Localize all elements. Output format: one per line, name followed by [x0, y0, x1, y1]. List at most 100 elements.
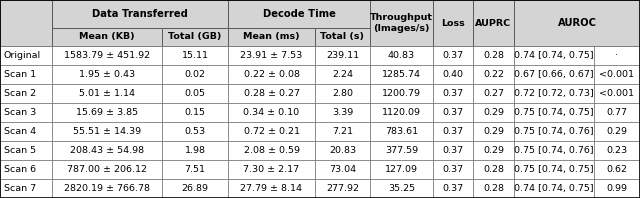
Text: 1.95 ± 0.43: 1.95 ± 0.43 — [79, 70, 135, 79]
Text: 0.29: 0.29 — [483, 127, 504, 136]
Text: 0.40: 0.40 — [442, 70, 463, 79]
Text: 15.11: 15.11 — [182, 51, 209, 60]
Text: 0.74 [0.74, 0.75]: 0.74 [0.74, 0.75] — [514, 184, 594, 193]
Text: 7.30 ± 2.17: 7.30 ± 2.17 — [243, 165, 300, 174]
Bar — [473, 141, 514, 160]
Bar — [228, 179, 315, 198]
Text: 7.51: 7.51 — [184, 165, 205, 174]
Bar — [315, 103, 370, 122]
Bar — [594, 46, 640, 65]
Bar — [162, 179, 228, 198]
Bar — [514, 141, 594, 160]
Bar — [162, 160, 228, 179]
Bar — [315, 179, 370, 198]
Text: Throughput
(Images/s): Throughput (Images/s) — [370, 13, 433, 33]
Text: 0.28: 0.28 — [483, 184, 504, 193]
Bar — [0, 160, 52, 179]
Bar — [433, 103, 473, 122]
Text: 23.91 ± 7.53: 23.91 ± 7.53 — [241, 51, 303, 60]
Text: 377.59: 377.59 — [385, 146, 418, 155]
Text: Loss: Loss — [441, 18, 465, 28]
Bar — [52, 179, 162, 198]
Text: 208.43 ± 54.98: 208.43 ± 54.98 — [70, 146, 144, 155]
Bar — [228, 84, 315, 103]
Text: 0.75 [0.74, 0.76]: 0.75 [0.74, 0.76] — [514, 127, 594, 136]
Text: 0.34 ± 0.10: 0.34 ± 0.10 — [243, 108, 300, 117]
Text: 0.77: 0.77 — [607, 108, 627, 117]
Bar — [0, 46, 52, 65]
Text: 35.25: 35.25 — [388, 184, 415, 193]
Text: 783.61: 783.61 — [385, 127, 418, 136]
Bar — [228, 141, 315, 160]
Text: Mean (ms): Mean (ms) — [243, 32, 300, 42]
Text: 5.01 ± 1.14: 5.01 ± 1.14 — [79, 89, 135, 98]
Text: 0.15: 0.15 — [184, 108, 205, 117]
Text: Scan 1: Scan 1 — [4, 70, 36, 79]
Bar — [52, 0, 228, 28]
Bar — [228, 122, 315, 141]
Bar — [433, 46, 473, 65]
Text: 0.29: 0.29 — [607, 127, 627, 136]
Bar — [514, 103, 594, 122]
Bar — [433, 0, 473, 46]
Bar — [315, 122, 370, 141]
Bar — [162, 84, 228, 103]
Bar — [228, 160, 315, 179]
Text: 0.28: 0.28 — [483, 51, 504, 60]
Text: AUPRC: AUPRC — [476, 18, 511, 28]
Text: 2.08 ± 0.59: 2.08 ± 0.59 — [243, 146, 300, 155]
Bar — [228, 103, 315, 122]
Text: 1200.79: 1200.79 — [382, 89, 421, 98]
Bar — [315, 46, 370, 65]
Bar — [473, 65, 514, 84]
Bar — [370, 46, 433, 65]
Text: 127.09: 127.09 — [385, 165, 418, 174]
Bar — [370, 84, 433, 103]
Text: 239.11: 239.11 — [326, 51, 359, 60]
Bar — [473, 0, 514, 46]
Text: 0.37: 0.37 — [442, 184, 463, 193]
Bar — [370, 103, 433, 122]
Bar — [0, 84, 52, 103]
Bar — [514, 179, 594, 198]
Bar — [594, 103, 640, 122]
Bar — [315, 28, 370, 46]
Text: 0.05: 0.05 — [184, 89, 205, 98]
Text: Scan 5: Scan 5 — [4, 146, 36, 155]
Bar — [514, 46, 594, 65]
Text: 0.37: 0.37 — [442, 146, 463, 155]
Text: Original: Original — [4, 51, 41, 60]
Bar — [514, 160, 594, 179]
Text: AUROC: AUROC — [557, 18, 596, 28]
Bar — [514, 84, 594, 103]
Text: 0.29: 0.29 — [483, 108, 504, 117]
Text: 2820.19 ± 766.78: 2820.19 ± 766.78 — [64, 184, 150, 193]
Text: 20.83: 20.83 — [329, 146, 356, 155]
Text: 1583.79 ± 451.92: 1583.79 ± 451.92 — [64, 51, 150, 60]
Bar — [514, 65, 594, 84]
Bar — [473, 84, 514, 103]
Bar — [370, 160, 433, 179]
Text: Scan 4: Scan 4 — [4, 127, 36, 136]
Bar — [228, 65, 315, 84]
Bar — [162, 122, 228, 141]
Text: Scan 6: Scan 6 — [4, 165, 36, 174]
Bar — [315, 84, 370, 103]
Bar — [52, 28, 162, 46]
Text: 3.39: 3.39 — [332, 108, 353, 117]
Text: 55.51 ± 14.39: 55.51 ± 14.39 — [73, 127, 141, 136]
Bar — [52, 46, 162, 65]
Text: 0.67 [0.66, 0.67]: 0.67 [0.66, 0.67] — [514, 70, 594, 79]
Text: 26.89: 26.89 — [182, 184, 209, 193]
Text: Data Transferred: Data Transferred — [92, 9, 188, 19]
Text: Scan 3: Scan 3 — [4, 108, 36, 117]
Bar — [228, 28, 315, 46]
Bar — [370, 141, 433, 160]
Bar — [473, 179, 514, 198]
Bar — [473, 46, 514, 65]
Bar — [52, 122, 162, 141]
Text: 0.37: 0.37 — [442, 89, 463, 98]
Bar — [370, 179, 433, 198]
Text: 27.79 ± 8.14: 27.79 ± 8.14 — [241, 184, 303, 193]
Bar — [370, 122, 433, 141]
